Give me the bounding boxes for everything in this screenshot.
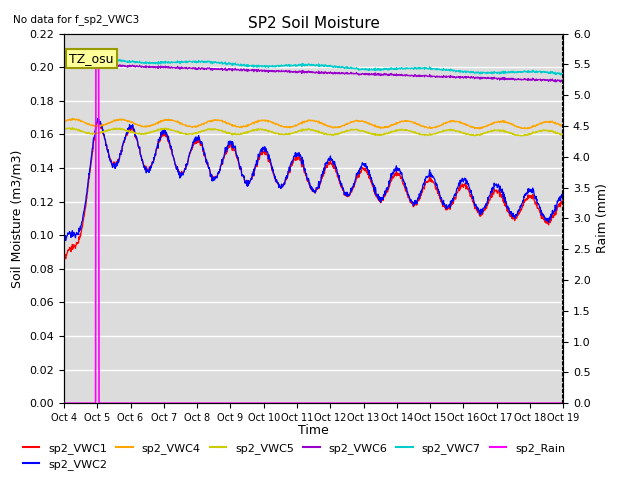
sp2_VWC4 <box>476 126 483 132</box>
sp2_VWC4 <box>60 118 68 124</box>
sp2_VWC7 <box>456 68 464 73</box>
sp2_VWC7 <box>391 66 399 72</box>
sp2_VWC2 <box>160 127 168 133</box>
Text: No data for f_sp2_VWC3: No data for f_sp2_VWC3 <box>13 14 139 25</box>
Text: TZ_osu: TZ_osu <box>69 52 113 65</box>
sp2_VWC4 <box>456 119 464 125</box>
sp2_VWC6 <box>61 60 69 66</box>
sp2_VWC1 <box>172 162 180 168</box>
sp2_VWC4 <box>227 122 235 128</box>
sp2_VWC7 <box>172 60 179 65</box>
sp2_VWC6 <box>456 73 464 79</box>
Line: sp2_VWC5: sp2_VWC5 <box>64 128 563 136</box>
sp2_VWC7 <box>227 61 235 67</box>
sp2_Rain <box>172 400 179 406</box>
Legend: sp2_VWC1, sp2_VWC2, sp2_VWC4, sp2_VWC5, sp2_VWC6, sp2_VWC7, sp2_Rain: sp2_VWC1, sp2_VWC2, sp2_VWC4, sp2_VWC5, … <box>19 438 570 474</box>
sp2_Rain <box>92 55 100 61</box>
sp2_VWC4 <box>172 119 179 124</box>
sp2_VWC4 <box>559 123 567 129</box>
sp2_VWC1 <box>60 252 68 258</box>
Line: sp2_VWC7: sp2_VWC7 <box>64 57 563 75</box>
sp2_VWC2 <box>94 116 102 121</box>
Y-axis label: Raim (mm): Raim (mm) <box>596 183 609 253</box>
sp2_VWC5 <box>172 129 179 134</box>
sp2_Rain <box>500 400 508 406</box>
sp2_VWC1 <box>62 256 70 262</box>
sp2_VWC4 <box>500 120 508 125</box>
sp2_VWC7 <box>559 71 567 76</box>
sp2_VWC6 <box>227 67 235 73</box>
sp2_VWC2 <box>228 141 236 146</box>
sp2_VWC2 <box>392 167 399 172</box>
sp2_VWC6 <box>60 60 68 66</box>
sp2_VWC4 <box>159 118 167 124</box>
sp2_VWC5 <box>68 125 76 131</box>
sp2_VWC5 <box>227 131 235 137</box>
sp2_VWC1 <box>160 130 168 136</box>
sp2_VWC1 <box>94 118 102 123</box>
sp2_Rain <box>456 400 464 406</box>
Line: sp2_VWC2: sp2_VWC2 <box>64 119 563 240</box>
sp2_Rain <box>559 400 567 406</box>
sp2_VWC1 <box>500 203 508 208</box>
sp2_VWC6 <box>559 77 567 83</box>
sp2_VWC5 <box>500 129 508 135</box>
Line: sp2_Rain: sp2_Rain <box>64 58 563 403</box>
sp2_VWC5 <box>471 133 479 139</box>
sp2_VWC7 <box>557 72 564 78</box>
sp2_Rain <box>391 400 399 406</box>
X-axis label: Time: Time <box>298 424 329 437</box>
sp2_VWC2 <box>559 191 567 196</box>
Line: sp2_VWC1: sp2_VWC1 <box>64 120 563 259</box>
sp2_VWC7 <box>159 60 167 66</box>
sp2_VWC2 <box>500 199 508 204</box>
sp2_VWC7 <box>500 69 508 74</box>
sp2_Rain <box>159 400 167 406</box>
sp2_VWC1 <box>392 171 399 177</box>
sp2_VWC6 <box>172 65 179 71</box>
Line: sp2_VWC6: sp2_VWC6 <box>64 63 563 82</box>
sp2_VWC1 <box>228 144 236 150</box>
sp2_VWC5 <box>559 132 567 137</box>
sp2_Rain <box>60 400 68 406</box>
sp2_VWC5 <box>456 129 464 134</box>
sp2_VWC2 <box>62 238 70 243</box>
sp2_VWC5 <box>391 128 399 134</box>
sp2_VWC5 <box>60 126 68 132</box>
sp2_VWC6 <box>159 65 167 71</box>
sp2_VWC1 <box>457 186 465 192</box>
sp2_VWC4 <box>391 121 399 127</box>
sp2_VWC4 <box>68 116 76 121</box>
sp2_VWC7 <box>75 54 83 60</box>
sp2_VWC2 <box>172 162 180 168</box>
sp2_VWC6 <box>500 75 508 81</box>
Title: SP2 Soil Moisture: SP2 Soil Moisture <box>248 16 380 31</box>
sp2_VWC7 <box>60 55 68 61</box>
sp2_VWC1 <box>559 197 567 203</box>
sp2_VWC2 <box>60 233 68 239</box>
sp2_VWC6 <box>391 72 399 78</box>
sp2_VWC5 <box>159 127 167 132</box>
sp2_VWC6 <box>557 79 564 85</box>
sp2_Rain <box>227 400 235 406</box>
Line: sp2_VWC4: sp2_VWC4 <box>64 119 563 129</box>
Y-axis label: Soil Moisture (m3/m3): Soil Moisture (m3/m3) <box>11 149 24 288</box>
sp2_VWC2 <box>457 181 465 187</box>
